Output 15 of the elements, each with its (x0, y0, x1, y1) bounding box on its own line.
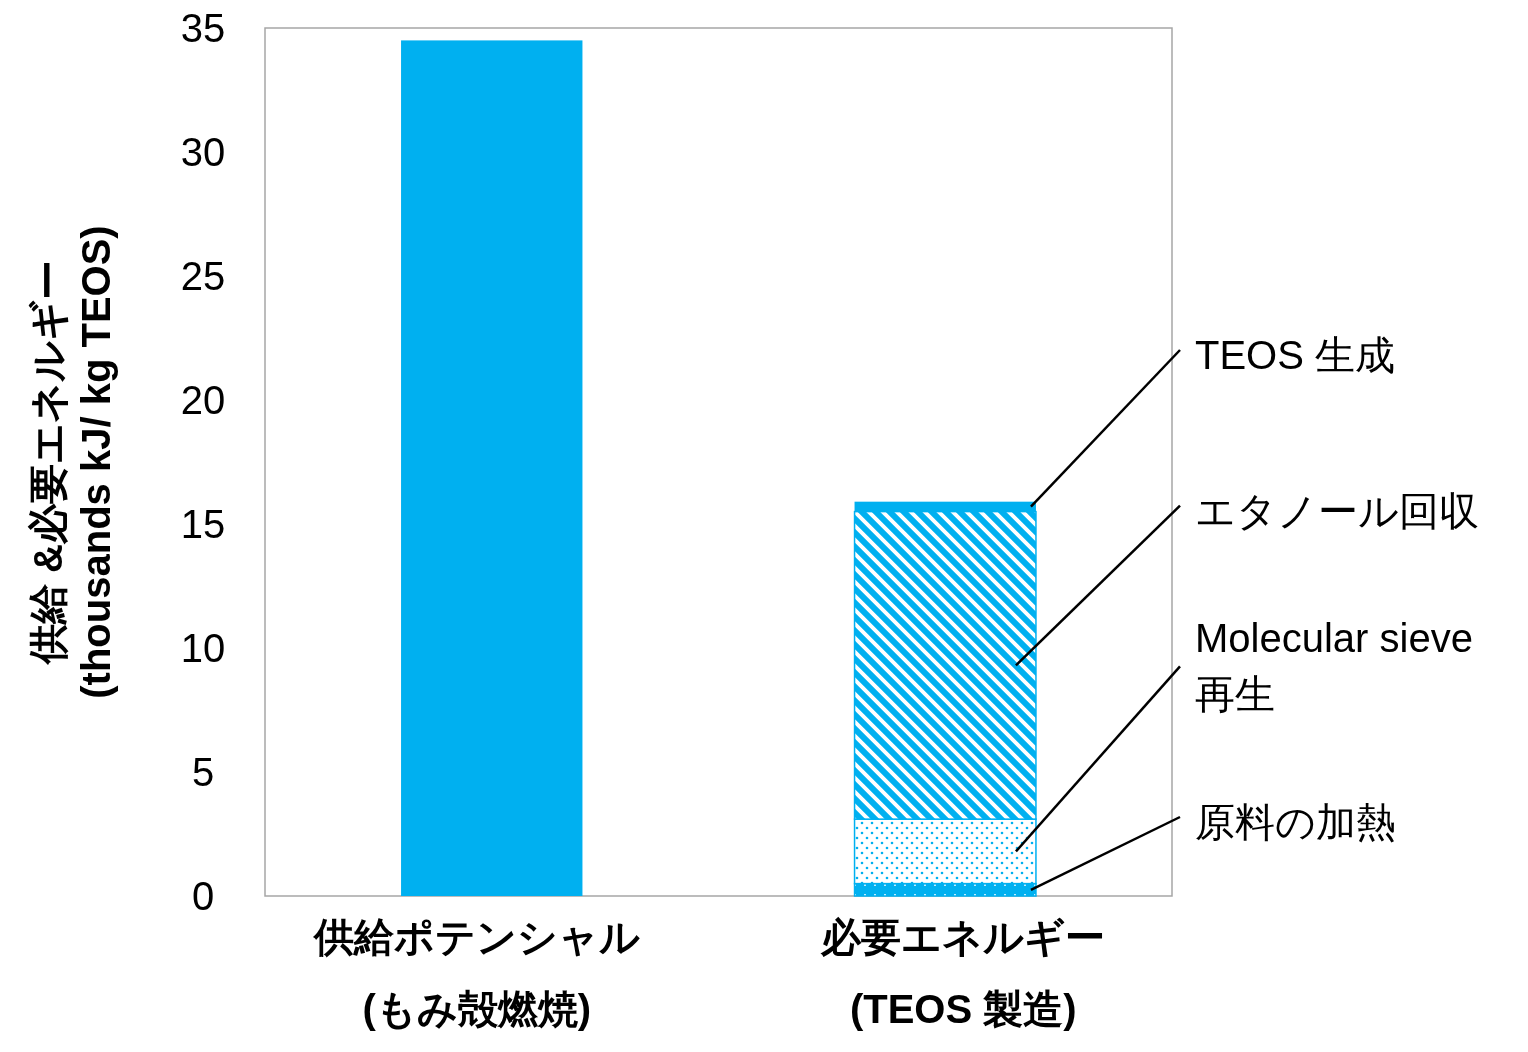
text: Molecular sieve 再生 (1195, 616, 1473, 717)
y-tick-label: 35 (180, 6, 226, 50)
y-tick-label: 20 (180, 378, 226, 422)
text: 原料の加熱 (1195, 800, 1396, 844)
y-tick-label: 25 (180, 254, 226, 298)
y-tick-label: 15 (180, 502, 226, 546)
y-axis-title: 供給 &必要エネルギー (thousands kJ/ kg TEOS) (26, 225, 118, 699)
text: エタノール回収 (1195, 488, 1479, 533)
text: TEOS 生成 (1195, 333, 1396, 377)
x-tick-label: 必要エネルギー (TEOS 製造) (820, 915, 1106, 1031)
x-tick-label: 供給ポテンシャル (もみ殻燃焼) (311, 915, 640, 1031)
y-tick-label: 5 (191, 750, 215, 794)
y-tick-label: 10 (180, 626, 226, 670)
y-tick-label: 0 (191, 874, 215, 918)
y-tick-label: 30 (180, 130, 226, 174)
